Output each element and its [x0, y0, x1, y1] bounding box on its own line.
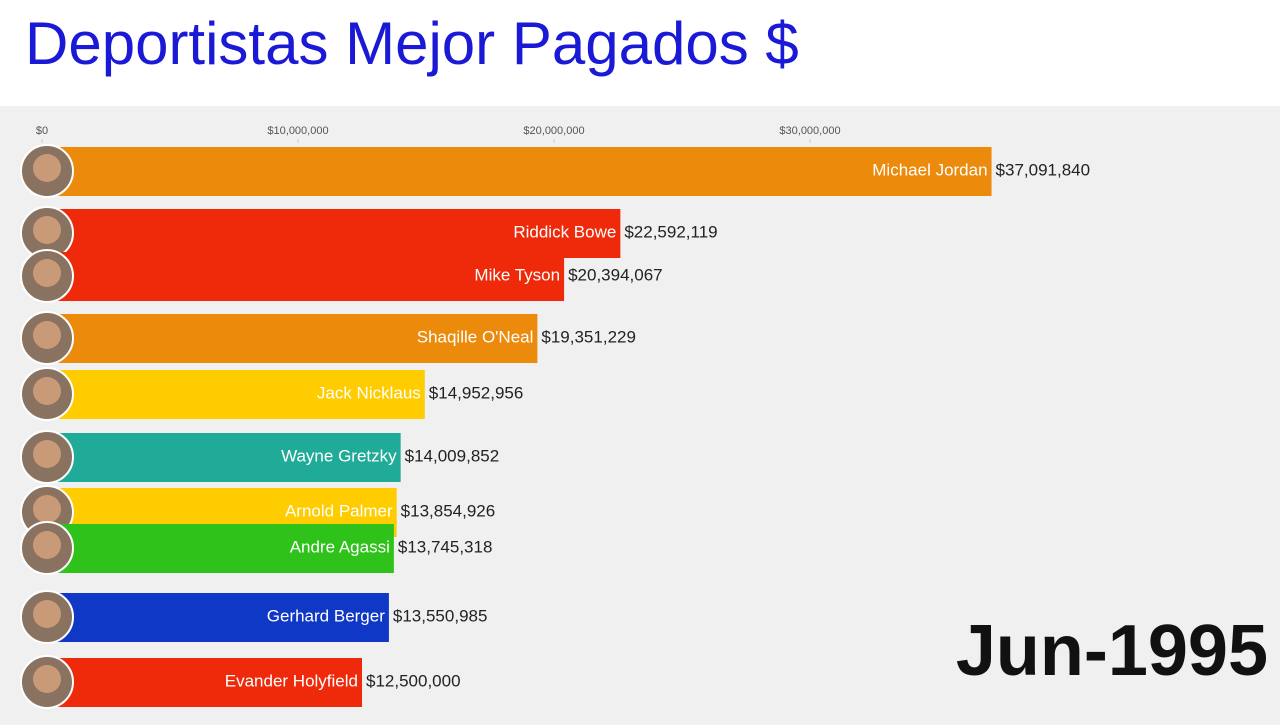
value-label: $13,550,985 — [393, 606, 488, 625]
chart-title: Deportistas Mejor Pagados $ — [25, 10, 799, 77]
bar-name: Shaqille O'Neal — [417, 327, 534, 346]
x-tick-label: $30,000,000 — [779, 125, 840, 137]
bar-name: Gerhard Berger — [267, 606, 385, 625]
x-tick-label: $0 — [36, 125, 48, 137]
avatar-face — [33, 600, 61, 628]
value-label: $14,952,956 — [429, 383, 524, 402]
bar-name: Wayne Gretzky — [281, 446, 397, 465]
value-label: $19,351,229 — [541, 327, 636, 346]
bar — [42, 314, 538, 363]
bar — [42, 593, 389, 642]
value-label: $14,009,852 — [405, 446, 500, 465]
avatar-face — [33, 440, 61, 468]
bar-name: Evander Holyfield — [225, 671, 358, 690]
bar-name: Riddick Bowe — [513, 222, 616, 241]
header-band — [0, 0, 1280, 106]
date-label: Jun-1995 — [956, 611, 1268, 691]
bar-name: Arnold Palmer — [285, 501, 393, 520]
value-label: $13,745,318 — [398, 537, 493, 556]
avatar-face — [33, 377, 61, 405]
bar — [42, 658, 362, 707]
value-label: $13,854,926 — [401, 501, 496, 520]
avatar-face — [33, 259, 61, 287]
avatar-face — [33, 495, 61, 523]
bar — [42, 209, 621, 258]
bar-name: Andre Agassi — [290, 537, 390, 556]
bar-name: Mike Tyson — [474, 265, 560, 284]
avatar-face — [33, 216, 61, 244]
bar — [42, 147, 992, 196]
bar — [42, 370, 425, 419]
avatar-face — [33, 154, 61, 182]
avatar-face — [33, 665, 61, 693]
value-label: $22,592,119 — [624, 222, 717, 241]
avatar-face — [33, 321, 61, 349]
value-label: $12,500,000 — [366, 671, 461, 690]
value-label: $37,091,840 — [996, 160, 1091, 179]
bar-name: Jack Nicklaus — [317, 383, 421, 402]
avatar-face — [33, 531, 61, 559]
x-tick-label: $20,000,000 — [523, 125, 584, 137]
bar — [42, 524, 394, 573]
x-tick-label: $10,000,000 — [267, 125, 328, 137]
bar — [42, 252, 565, 301]
bar-name: Michael Jordan — [872, 160, 987, 179]
value-label: $20,394,067 — [568, 265, 663, 284]
bar — [42, 433, 401, 482]
